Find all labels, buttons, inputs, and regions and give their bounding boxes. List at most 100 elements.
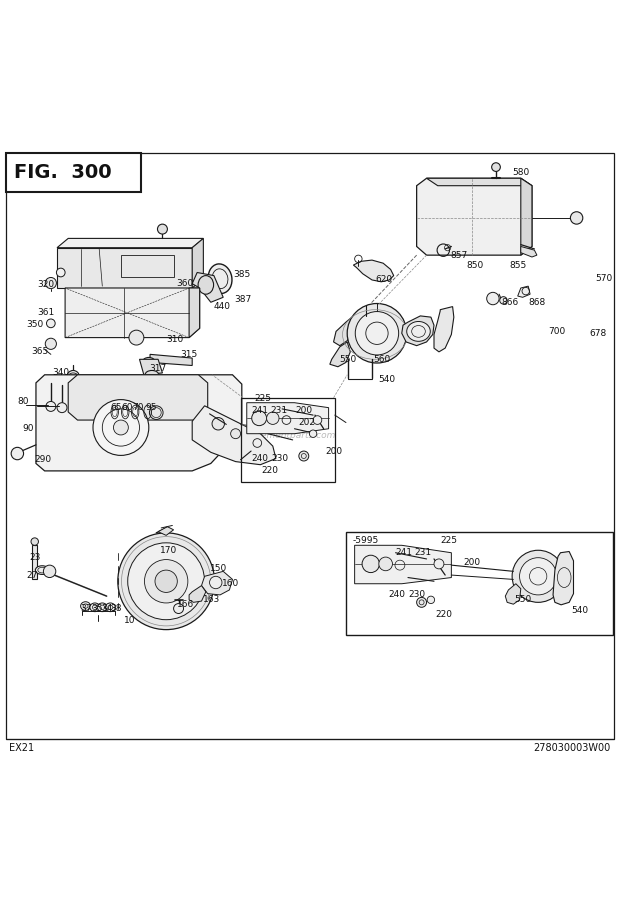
Text: 10: 10: [124, 616, 136, 625]
Polygon shape: [189, 586, 206, 602]
Polygon shape: [68, 375, 208, 420]
Text: 200: 200: [464, 558, 481, 567]
Circle shape: [512, 550, 564, 602]
Ellipse shape: [81, 602, 91, 611]
Circle shape: [31, 538, 38, 546]
Text: 550: 550: [515, 595, 532, 604]
Circle shape: [520, 558, 557, 595]
Polygon shape: [521, 178, 532, 255]
Polygon shape: [553, 551, 574, 605]
Polygon shape: [202, 571, 232, 595]
Text: 365: 365: [31, 348, 48, 357]
Text: 540: 540: [572, 606, 589, 615]
Circle shape: [43, 565, 56, 578]
Circle shape: [427, 596, 435, 603]
Circle shape: [144, 559, 188, 603]
Polygon shape: [434, 306, 454, 352]
Text: 850: 850: [466, 260, 484, 270]
Polygon shape: [417, 178, 532, 255]
Text: 317: 317: [149, 364, 166, 373]
Text: 560: 560: [373, 355, 391, 364]
Circle shape: [45, 338, 56, 349]
Text: 225: 225: [440, 536, 457, 546]
Circle shape: [500, 297, 507, 304]
Polygon shape: [334, 315, 356, 346]
Text: 202: 202: [299, 418, 316, 427]
Circle shape: [212, 417, 224, 430]
Ellipse shape: [145, 370, 159, 379]
Text: 38: 38: [110, 604, 122, 613]
Bar: [6, 153, 141, 192]
Text: 163: 163: [203, 595, 221, 604]
Circle shape: [492, 162, 500, 171]
Text: 90: 90: [22, 425, 34, 433]
Circle shape: [355, 312, 399, 355]
Bar: [121, 255, 174, 278]
Text: 241: 241: [396, 548, 412, 558]
Circle shape: [417, 597, 427, 607]
Text: 278030003W00: 278030003W00: [533, 743, 611, 753]
Circle shape: [362, 555, 379, 572]
Circle shape: [267, 412, 279, 425]
Ellipse shape: [105, 603, 115, 612]
Polygon shape: [57, 238, 203, 248]
Polygon shape: [355, 546, 451, 584]
Text: 290: 290: [34, 455, 51, 464]
Circle shape: [118, 533, 215, 630]
Circle shape: [570, 212, 583, 224]
Text: 35: 35: [92, 604, 104, 613]
Text: 340: 340: [53, 369, 70, 378]
Text: 166: 166: [177, 600, 194, 609]
Ellipse shape: [90, 603, 100, 612]
Text: 80: 80: [17, 397, 29, 406]
Text: 60: 60: [122, 403, 133, 412]
Text: 230: 230: [408, 591, 425, 600]
Text: 550: 550: [340, 355, 357, 364]
Text: 231: 231: [270, 405, 288, 414]
Circle shape: [46, 319, 55, 327]
Text: 310: 310: [166, 335, 184, 344]
Text: 220: 220: [262, 467, 278, 475]
Circle shape: [155, 570, 177, 592]
Polygon shape: [192, 238, 203, 288]
Polygon shape: [57, 248, 192, 288]
Text: 225: 225: [254, 394, 271, 403]
Text: replacementparts.com: replacementparts.com: [234, 431, 337, 440]
Polygon shape: [330, 342, 350, 367]
Text: 231: 231: [414, 548, 432, 558]
Polygon shape: [65, 288, 200, 337]
Polygon shape: [505, 584, 521, 604]
Text: 320: 320: [37, 281, 55, 290]
Text: 240: 240: [388, 591, 405, 600]
Text: 95: 95: [145, 403, 157, 412]
Text: 387: 387: [234, 295, 252, 304]
Ellipse shape: [208, 264, 232, 293]
Ellipse shape: [97, 603, 107, 612]
Polygon shape: [140, 359, 162, 375]
Text: 315: 315: [180, 350, 197, 359]
Text: FIG.  300: FIG. 300: [14, 163, 111, 182]
Circle shape: [67, 370, 79, 383]
Text: 360: 360: [176, 279, 193, 288]
Polygon shape: [518, 286, 530, 297]
Circle shape: [210, 576, 222, 589]
Ellipse shape: [198, 276, 213, 294]
Circle shape: [347, 304, 407, 363]
Text: 350: 350: [27, 320, 44, 329]
Text: 240: 240: [252, 454, 268, 463]
Circle shape: [174, 603, 184, 613]
Text: 37: 37: [81, 604, 92, 613]
Circle shape: [56, 268, 65, 277]
Circle shape: [157, 224, 167, 234]
Text: 23: 23: [30, 553, 41, 562]
Circle shape: [11, 447, 24, 459]
Circle shape: [93, 400, 149, 456]
Circle shape: [313, 415, 322, 425]
Text: 385: 385: [233, 271, 250, 280]
Text: 540: 540: [378, 375, 396, 383]
Text: 700: 700: [549, 326, 566, 336]
Circle shape: [45, 278, 56, 289]
Circle shape: [57, 403, 67, 413]
Text: 678: 678: [589, 329, 606, 337]
Polygon shape: [192, 406, 276, 465]
